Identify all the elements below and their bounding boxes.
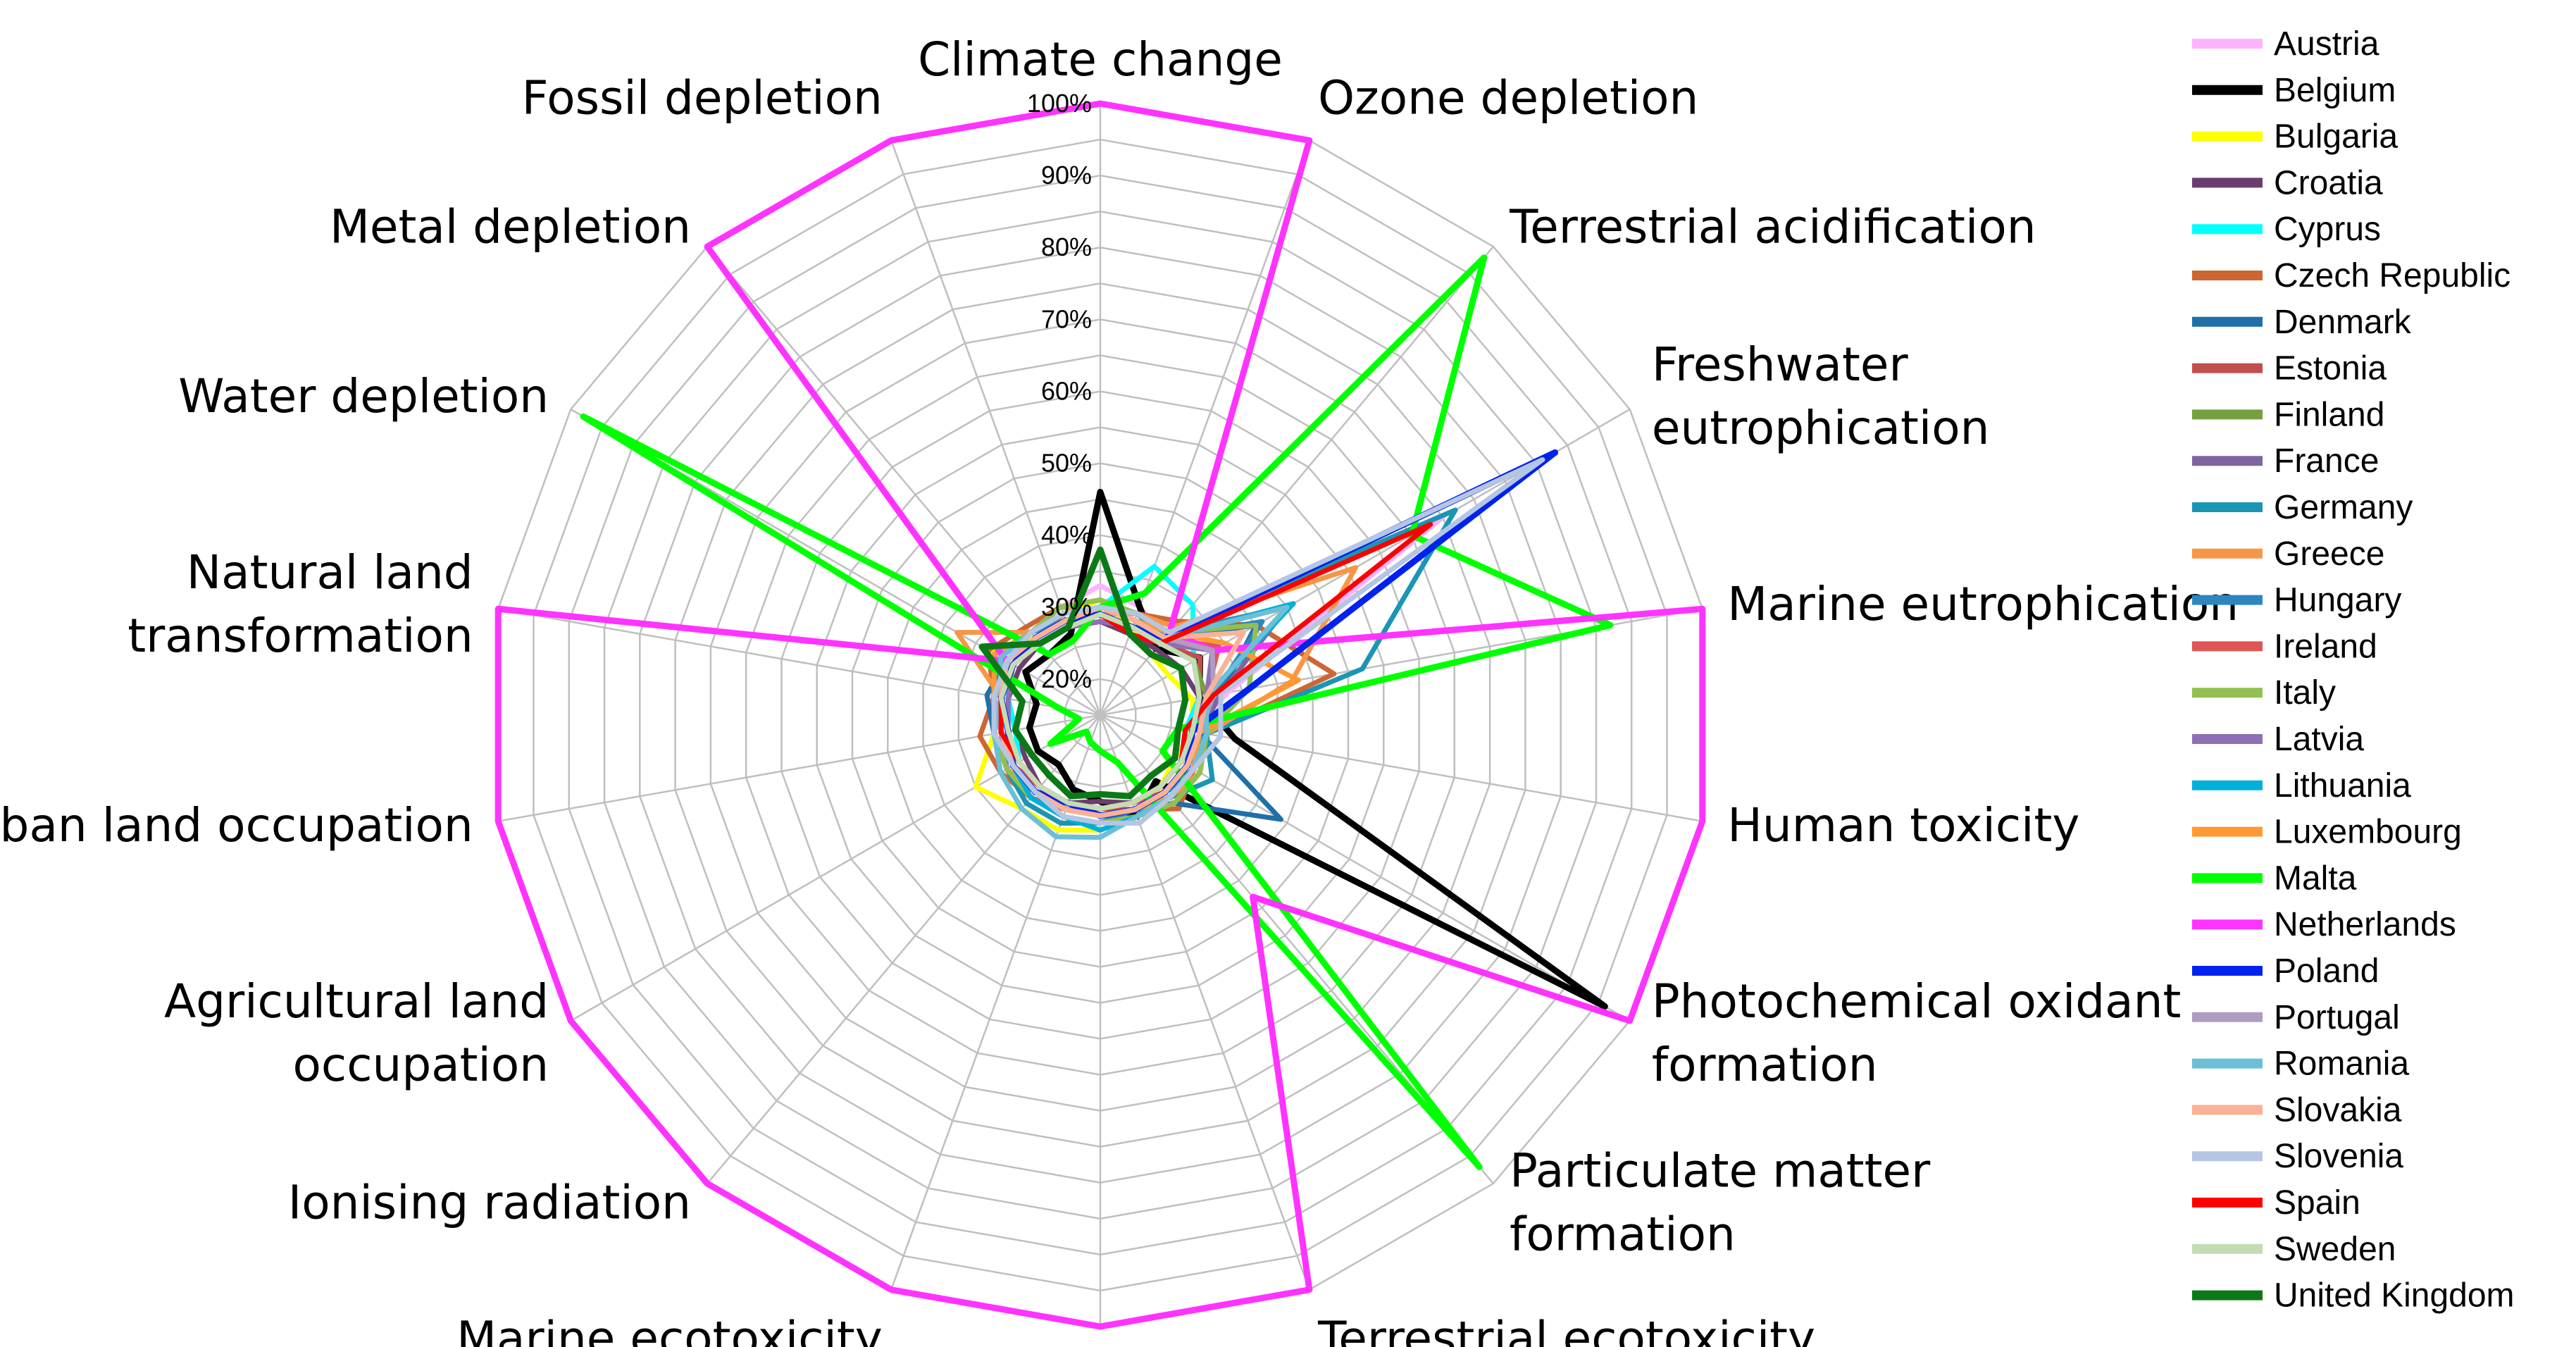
legend-label: Slovenia [2274, 1138, 2403, 1175]
legend-label: Poland [2274, 952, 2379, 990]
axis-label: Agricultural land occupation [164, 974, 549, 1092]
legend-label: Denmark [2274, 304, 2412, 341]
legend-label: Romania [2274, 1045, 2409, 1083]
axis-label: Fossil depletion [522, 71, 883, 125]
legend-label: Ireland [2274, 628, 2377, 665]
axis-label: Marine ecotoxicity [456, 1311, 883, 1347]
legend-label: United Kingdom [2274, 1277, 2515, 1315]
axis-label: Climate change [918, 32, 1283, 87]
series-line-slovenia [991, 457, 1545, 826]
legend-label: Slovakia [2274, 1091, 2402, 1129]
radar-series [494, 100, 1706, 1330]
tick-label: 70% [1041, 304, 1092, 333]
legend-label: Croatia [2274, 164, 2383, 201]
axis-label: Urban land occupation [0, 798, 473, 852]
legend-label: Greece [2274, 535, 2384, 573]
series-line-romania [991, 604, 1290, 840]
tick-label: 100% [1027, 89, 1092, 118]
series-line-united-kingdom [978, 546, 1189, 800]
legend-label: Estonia [2274, 350, 2387, 387]
legend-label: Finland [2274, 396, 2384, 433]
axis-label: Terrestrial acidification [1509, 199, 2036, 254]
series-line-sweden [998, 612, 1202, 812]
axis-label: Particulate matter formation [1510, 1144, 1931, 1262]
tick-label: 40% [1041, 521, 1092, 550]
axis-label: Photochemical oxidant formation [1652, 974, 2181, 1092]
axis-label: Terrestrial ecotoxicity [1317, 1311, 1815, 1347]
legend-label: Spain [2274, 1184, 2360, 1222]
axis-label: Freshwater eutrophication [1652, 337, 1990, 455]
axis-label: Ozone depletion [1318, 71, 1698, 125]
axis-labels: Climate change Ozone depletion Terrestrial… [0, 32, 2239, 1347]
legend: Austria Belgium Bulgaria Croatia Cyprus Czech… [2192, 25, 2515, 1315]
legend-label: Austria [2274, 25, 2379, 63]
legend-label: Czech Republic [2274, 257, 2510, 294]
axis-label: Metal depletion [330, 199, 691, 254]
legend-label: Germany [2274, 489, 2413, 526]
tick-label: 30% [1041, 592, 1092, 621]
legend-label: Hungary [2274, 582, 2401, 619]
tick-label: 80% [1041, 232, 1092, 261]
legend-label: Cyprus [2274, 211, 2381, 248]
radial-ticks: 20% 30% 40% 50% 60% 70% 80% 90% 100% [1027, 89, 1092, 693]
tick-label: 50% [1041, 449, 1092, 478]
legend-label: Luxembourg [2274, 814, 2462, 851]
legend-label: Latvia [2274, 721, 2364, 758]
legend-label: Netherlands [2274, 906, 2456, 943]
axis-label: Natural land transformation [127, 545, 473, 663]
axis-label: Ionising radiation [288, 1176, 691, 1230]
legend-label: Lithuania [2274, 767, 2411, 805]
legend-label: Bulgaria [2274, 118, 2398, 156]
legend-label: Malta [2274, 859, 2357, 897]
legend-label: Italy [2274, 674, 2336, 712]
legend-label: Sweden [2274, 1231, 2396, 1268]
tick-label: 90% [1041, 161, 1092, 190]
legend-label: Belgium [2274, 72, 2396, 109]
legend-label: France [2274, 442, 2379, 480]
axis-label: Water depletion [178, 369, 549, 423]
tick-label: 60% [1041, 376, 1092, 405]
axis-label: Marine eutrophication [1727, 577, 2239, 631]
tick-label: 20% [1041, 664, 1092, 693]
axis-label: Human toxicity [1727, 798, 2079, 852]
legend-label: Portugal [2274, 999, 2400, 1036]
